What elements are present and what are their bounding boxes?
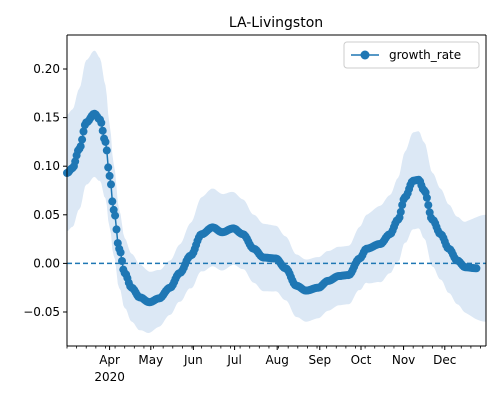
growth-rate-point [98,126,107,135]
y-tick-label: 0.05 [33,208,60,222]
growth-rate-point [102,146,111,155]
y-tick-label: 0.10 [33,159,60,173]
growth-rate-point [78,135,87,144]
axis-frame [66,34,487,347]
x-year-label: 2020 [94,370,125,384]
x-tick-label: Apr [99,353,120,367]
growth-rate-point [116,248,125,257]
y-tick-label: 0.00 [33,256,60,270]
growth-rate-point [108,197,117,206]
growth-rate-point [118,257,126,265]
x-tick-label: Jun [183,353,203,367]
x-tick-label: Nov [392,353,415,367]
legend-box [343,41,480,69]
legend-label-growth-rate: growth_rate [389,48,461,62]
growth-rate-point [71,157,80,166]
growth-rate-points [63,109,481,307]
growth-rate-point [112,225,121,234]
growth-rate-point [105,171,114,180]
growth-rate-point [422,193,431,202]
y-tick-label: 0.20 [33,62,60,76]
x-tick-label: Dec [433,353,456,367]
x-tick-label: Sep [308,353,331,367]
growth-rate-point [107,180,115,189]
growth-rate-point [424,201,433,210]
growth-rate-point [396,207,405,216]
growth-rate-point [97,118,106,127]
growth-rate-point [101,137,110,146]
axes: −0.05 0.00 0.05 0.10 0.15 0.20 Apr May Jun Jul Aug… [23,34,487,384]
x-tick-label: Aug [265,353,288,367]
growth-rate-point [104,163,113,172]
x-tick-label: Oct [351,353,372,367]
y-tick-label: −0.05 [23,305,60,319]
growth-rate-point [76,142,85,151]
x-tick-label: May [138,353,163,367]
confidence-band [67,50,486,333]
growth-rate-point [111,211,120,220]
growth-rate-point [79,127,88,136]
growth-rate-point [472,264,481,273]
y-tick-label: 0.15 [33,111,60,125]
legend: growth_rate [343,41,480,69]
legend-dot-marker [360,50,370,60]
plot-area [63,50,486,333]
x-tick-label: Jul [226,353,241,367]
chart-title: LA-Livingston [229,15,323,31]
